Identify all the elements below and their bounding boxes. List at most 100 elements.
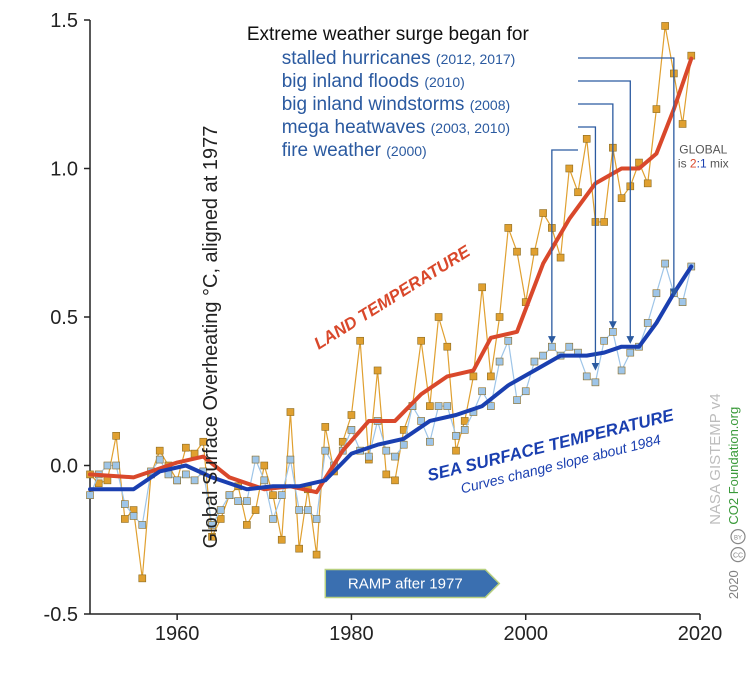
event-label: big inland floods (2010) <box>282 71 465 92</box>
sea-marker <box>400 441 407 448</box>
land-marker <box>662 22 669 29</box>
sea-marker <box>444 403 451 410</box>
sea-marker <box>87 492 94 499</box>
land-temp-label: LAND TEMPERATURE <box>311 241 474 353</box>
land-marker <box>261 462 268 469</box>
land-marker <box>514 248 521 255</box>
land-marker <box>531 248 538 255</box>
sea-marker <box>121 501 128 508</box>
sea-marker <box>252 456 259 463</box>
land-marker <box>313 551 320 558</box>
y-tick-label: 0.5 <box>50 307 78 329</box>
cc-text: CC <box>733 553 743 560</box>
sea-marker <box>174 477 181 484</box>
sea-marker <box>566 343 573 350</box>
chart-svg: -0.50.00.51.01.51960198020002020Extreme … <box>0 0 754 674</box>
land-marker <box>601 218 608 225</box>
sea-marker <box>592 379 599 386</box>
sea-marker <box>278 492 285 499</box>
event-connector <box>578 81 630 341</box>
land-marker <box>270 492 277 499</box>
land-marker <box>644 180 651 187</box>
land-marker <box>113 432 120 439</box>
land-marker <box>357 337 364 344</box>
credit-nasa: NASA GISTEMP v4 <box>707 393 724 524</box>
land-marker <box>487 373 494 380</box>
sea-marker <box>156 456 163 463</box>
land-marker <box>243 521 250 528</box>
sea-marker <box>392 453 399 460</box>
land-marker <box>435 314 442 321</box>
y-tick-label: 1.0 <box>50 159 78 181</box>
sea-marker <box>653 290 660 297</box>
sea-marker <box>365 453 372 460</box>
land-marker <box>383 471 390 478</box>
land-marker <box>557 254 564 261</box>
event-label: big inland windstorms (2008) <box>282 94 510 115</box>
sea-marker <box>383 447 390 454</box>
x-tick-label: 1980 <box>329 623 374 645</box>
sea-marker <box>540 352 547 359</box>
land-marker <box>505 224 512 231</box>
land-marker <box>392 477 399 484</box>
sea-marker <box>679 299 686 306</box>
sea-marker <box>287 456 294 463</box>
land-marker <box>348 412 355 419</box>
event-connector <box>578 127 595 367</box>
land-marker <box>418 337 425 344</box>
sea-marker <box>322 447 329 454</box>
ramp-text: RAMP after 1977 <box>348 575 463 592</box>
sea-marker <box>270 515 277 522</box>
sea-marker <box>182 471 189 478</box>
land-marker <box>322 423 329 430</box>
land-marker <box>374 367 381 374</box>
land-marker <box>121 515 128 522</box>
sea-marker <box>139 521 146 528</box>
sea-marker <box>496 358 503 365</box>
sea-marker <box>296 507 303 514</box>
sea-marker <box>113 462 120 469</box>
land-marker <box>444 343 451 350</box>
sea-marker <box>514 397 521 404</box>
sea-marker <box>531 358 538 365</box>
sea-marker <box>644 319 651 326</box>
credit-year: 2020 <box>726 570 741 599</box>
sea-marker <box>522 388 529 395</box>
event-label: mega heatwaves (2003, 2010) <box>282 117 510 138</box>
sea-marker <box>609 328 616 335</box>
sea-marker <box>235 498 242 505</box>
sea-marker <box>548 343 555 350</box>
sea-marker <box>226 492 233 499</box>
events-header: Extreme weather surge began for <box>247 24 530 45</box>
sea-marker <box>348 426 355 433</box>
land-marker <box>575 189 582 196</box>
sea-marker <box>583 373 590 380</box>
land-marker <box>679 120 686 127</box>
sea-marker <box>261 477 268 484</box>
sea-marker <box>304 507 311 514</box>
sea-marker <box>662 260 669 267</box>
sea-marker <box>505 337 512 344</box>
land-marker <box>287 409 294 416</box>
event-connector <box>578 58 674 293</box>
sea-marker <box>191 477 198 484</box>
event-label: stalled hurricanes (2012, 2017) <box>282 48 516 69</box>
sea-marker <box>426 438 433 445</box>
by-text: BY <box>734 536 742 542</box>
event-label: fire weather (2000) <box>282 140 427 161</box>
land-marker <box>156 447 163 454</box>
sea-marker <box>453 432 460 439</box>
land-marker <box>470 373 477 380</box>
x-tick-label: 1960 <box>155 623 200 645</box>
land-marker <box>139 575 146 582</box>
credit-co2: CO2 Foundation.org <box>726 407 741 525</box>
sea-marker <box>313 515 320 522</box>
sea-marker <box>627 349 634 356</box>
sea-marker <box>104 462 111 469</box>
y-axis-label: Global Surface Overheating °C, aligned a… <box>200 126 223 549</box>
sea-marker <box>130 512 137 519</box>
land-marker <box>252 507 259 514</box>
land-marker <box>182 444 189 451</box>
land-marker <box>583 135 590 142</box>
sea-marker <box>618 367 625 374</box>
